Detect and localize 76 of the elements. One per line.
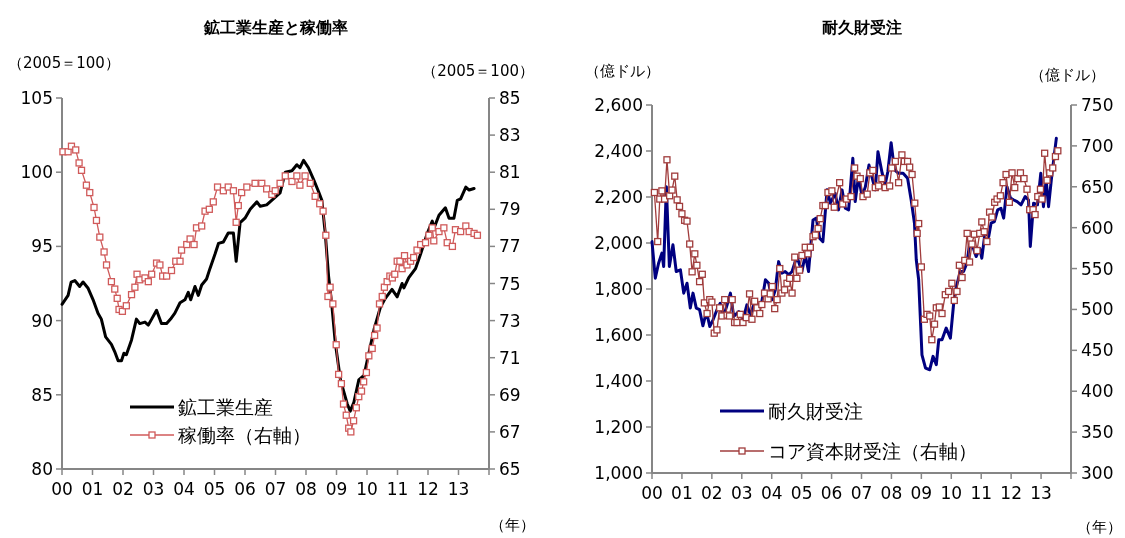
x-tick-label: 07 — [264, 479, 287, 499]
y-tick-label: 80 — [31, 459, 53, 479]
y2-tick-label: 550 — [1081, 258, 1114, 279]
x-tick-label: 13 — [447, 479, 470, 499]
x-tick-label: 07 — [850, 483, 873, 503]
x-tick-label: 12 — [417, 479, 439, 499]
x-tick-label: 09 — [910, 483, 933, 503]
legend-label: コア資本財受注（右軸） — [768, 440, 977, 462]
y2-tick-label: 650 — [1081, 176, 1114, 197]
y2-tick-label: 300 — [1081, 463, 1114, 483]
x-tick-label: 04 — [173, 479, 195, 499]
y2-tick-label: 71 — [499, 347, 521, 368]
x-tick-label: 10 — [940, 483, 963, 503]
y-tick-label: 85 — [31, 384, 53, 405]
x-tick-label: 00 — [641, 483, 663, 503]
y2-tick-label: 600 — [1081, 217, 1114, 238]
xlabel: （年） — [1077, 518, 1122, 536]
y2label: （2005＝100） — [422, 62, 534, 80]
x-tick-label: 01 — [81, 479, 104, 499]
y-tick-label: 105 — [20, 88, 53, 108]
y2label: （億ドル） — [1030, 66, 1105, 84]
x-tick-label: 06 — [820, 483, 843, 503]
x-tick-label: 06 — [234, 479, 256, 499]
y2-tick-label: 73 — [499, 310, 521, 331]
x-tick-label: 08 — [295, 479, 317, 499]
y-tick-label: 1,400 — [594, 371, 643, 391]
y-tick-label: 1,800 — [594, 279, 643, 299]
y-tick-label: 2,000 — [594, 233, 643, 253]
y-tick-label: 1,200 — [594, 417, 643, 437]
x-tick-label: 12 — [1000, 483, 1022, 503]
y-tick-label: 1,600 — [594, 325, 643, 345]
title: 鉱工業生産と稼働率 — [203, 18, 348, 37]
legend-label: 耐久財受注 — [768, 400, 863, 422]
y2-tick-label: 750 — [1081, 95, 1114, 115]
y2-tick-label: 65 — [499, 459, 521, 479]
y-tick-label: 95 — [31, 236, 53, 257]
x-tick-label: 04 — [760, 483, 783, 503]
xlabel: （年） — [490, 516, 535, 534]
y2-tick-label: 69 — [499, 384, 521, 405]
x-tick-label: 02 — [701, 483, 723, 503]
title: 耐久財受注 — [821, 18, 902, 37]
x-tick-label: 05 — [790, 483, 813, 503]
y2-tick-label: 450 — [1081, 340, 1114, 361]
x-tick-label: 11 — [970, 483, 993, 503]
x-tick-label: 00 — [51, 479, 73, 499]
y-tick-label: 2,200 — [594, 187, 643, 207]
y2-tick-label: 75 — [499, 273, 521, 294]
y-tick-label: 90 — [31, 310, 53, 331]
y2-tick-label: 500 — [1081, 299, 1114, 320]
y2-tick-label: 83 — [499, 125, 521, 146]
legend-label: 鉱工業生産 — [178, 396, 273, 418]
y2-tick-label: 700 — [1081, 135, 1114, 156]
y-tick-label: 2,400 — [594, 141, 643, 161]
x-tick-label: 01 — [671, 483, 693, 503]
x-tick-label: 02 — [112, 479, 134, 499]
x-tick-label: 05 — [203, 479, 226, 499]
x-tick-label: 03 — [730, 483, 753, 503]
y2-tick-label: 85 — [499, 88, 521, 108]
y-tick-label: 2,600 — [594, 95, 643, 115]
x-tick-label: 03 — [142, 479, 165, 499]
y2-tick-label: 77 — [499, 236, 521, 257]
x-tick-label: 10 — [356, 479, 378, 499]
x-tick-label: 13 — [1030, 483, 1052, 503]
x-tick-label: 08 — [880, 483, 903, 503]
y2-tick-label: 400 — [1081, 381, 1114, 402]
y2-tick-label: 81 — [499, 162, 521, 183]
ylabel: （2005＝100） — [8, 54, 120, 72]
x-tick-label: 11 — [386, 479, 409, 499]
y-tick-label: 1,000 — [594, 463, 643, 483]
legend-label: 稼働率（右軸） — [178, 424, 311, 446]
x-tick-label: 09 — [325, 479, 348, 499]
y-tick-label: 100 — [20, 162, 53, 183]
y2-tick-label: 79 — [499, 199, 521, 220]
y2-tick-label: 67 — [499, 421, 521, 442]
ylabel: （億ドル） — [585, 62, 660, 80]
y2-tick-label: 350 — [1081, 422, 1114, 443]
